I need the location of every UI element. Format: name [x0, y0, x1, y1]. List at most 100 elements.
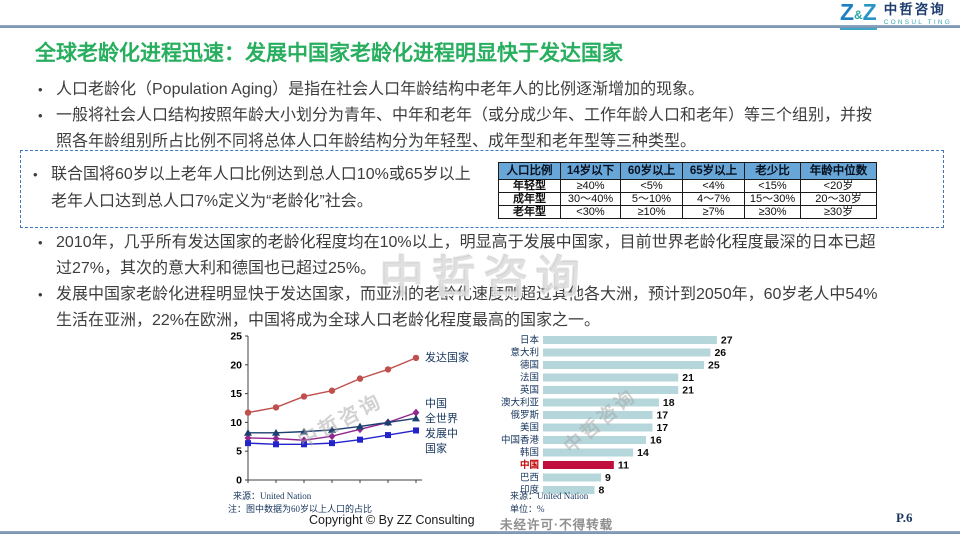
age-structure-table: 人口比例 14岁以下 60岁以上 65岁以上 老少比 年龄中位数 年轻型 ≥40% <5% <4… [498, 162, 877, 219]
bullet-dot [38, 230, 56, 282]
page-number: P.6 [896, 510, 913, 525]
age-table-cell: 20～30岁 [800, 192, 877, 206]
bullet-definition: 人口老龄化（Population Aging）是指在社会人口年龄结构中老年人的比… [38, 77, 883, 103]
logo-company-name-en: CONSUL TING [883, 18, 952, 26]
bullet-text: 发展中国家老龄化进程明显快于发达国家，而亚洲的老龄化速度则超过其他各大洲，预计到… [56, 286, 878, 329]
svg-text:11: 11 [618, 460, 629, 472]
svg-text:澳大利亚: 澳大利亚 [501, 397, 540, 409]
bar-row-0: 日本 27 [520, 334, 733, 347]
bullet-dot [38, 282, 56, 334]
age-table-cell: 5～10% [620, 192, 683, 206]
svg-text:25: 25 [230, 331, 242, 343]
svg-text:巴西: 巴西 [520, 473, 539, 484]
logo-wordmark: 中哲咨询 CONSUL TING [883, 1, 952, 28]
bullet-dot [33, 161, 51, 215]
age-table-header: 60岁以上 [620, 162, 683, 180]
age-table-row: 老年型 <30% ≥10% ≥7% ≥30% ≥30岁 [498, 205, 877, 219]
svg-text:意大利: 意大利 [510, 347, 539, 359]
bar-row-10: 中国 11 [520, 459, 629, 472]
age-table-cell: <20岁 [800, 179, 877, 193]
bar-chart-source: 来源：United Nation [510, 491, 589, 501]
svg-text:印度: 印度 [520, 484, 540, 496]
age-table-header: 年龄中位数 [800, 162, 877, 180]
logo-ampersand: & [854, 8, 863, 22]
age-table-header: 人口比例 [498, 162, 561, 180]
bullet-text: 2010年，几乎所有发达国家的老龄化程度均在10%以上，明显高于发展中国家，目前… [56, 234, 876, 277]
svg-text:17: 17 [656, 410, 668, 422]
age-table-header: 14岁以下 [560, 162, 621, 180]
line-chart-source: 来源：United Nation [233, 491, 312, 501]
bullet-dot [38, 77, 56, 103]
bullet-un-definition: 联合国将60岁以上老年人口比例达到总人口10%或65岁以上老年人口达到总人口7%… [33, 161, 473, 215]
age-table-header: 65岁以上 [682, 162, 745, 180]
svg-text:5: 5 [236, 446, 242, 458]
bullet-text: 一般将社会人口结构按照年龄大小划分为青年、中年和老年（或分成少年、工作年龄人口和… [56, 107, 873, 150]
line-series-2 [244, 414, 420, 436]
svg-text:26: 26 [714, 347, 726, 359]
age-table-cell: ≥30% [744, 205, 801, 219]
svg-text:德国: 德国 [520, 359, 539, 371]
page-title: 全球老龄化进程迅速：发展中国家老龄化进程明显快于发达国家 [35, 42, 623, 65]
age-table-cell: <30% [560, 205, 621, 219]
svg-text:法国: 法国 [520, 372, 539, 384]
line-legend-label: 全世界 [425, 411, 458, 425]
aging-trend-line-chart: 0 5 10 15 20 25 发达国家 中国 全世界 发展中国家 [225, 328, 483, 514]
bar-row-7: 美国 17 [520, 422, 668, 435]
svg-text:25: 25 [708, 360, 720, 372]
age-table-cell: <15% [744, 179, 801, 193]
bar-row-8: 中国香港 16 [501, 434, 662, 447]
age-table-cell: ≥40% [560, 179, 621, 193]
age-table-cell: ≥7% [682, 205, 745, 219]
bar-row-5: 澳大利亚 18 [501, 397, 675, 410]
svg-text:10: 10 [230, 417, 242, 429]
footer-rule [0, 531, 960, 534]
line-chart-note: 注：图中数据为60岁以上人口的占比 [228, 504, 373, 514]
age-table-cell: <5% [620, 179, 683, 193]
age-table-row-label: 老年型 [498, 205, 561, 219]
svg-text:中国香港: 中国香港 [501, 434, 540, 446]
bar-row-3: 法国 21 [520, 372, 694, 385]
bar-row-6: 俄罗斯 17 [510, 409, 668, 422]
age-table-row-label: 年轻型 [498, 179, 561, 193]
bullet-text: 联合国将60岁以上老年人口比例达到总人口10%或65岁以上老年人口达到总人口7%… [51, 166, 471, 210]
bullet-age-groups: 一般将社会人口结构按照年龄大小划分为青年、中年和老年（或分成少年、工作年龄人口和… [38, 103, 883, 155]
line-legend-label: 发达国家 [425, 350, 469, 364]
aging-by-country-bar-chart: 日本 27 意大利 26 德国 25 法国 21 英国 21 澳大利亚 18 俄罗斯 17 美国 17 中国香港… [493, 330, 761, 497]
logo-z-right: Z [862, 0, 877, 25]
svg-text:俄罗斯: 俄罗斯 [510, 409, 539, 421]
line-legend-label: 发展中国家 [425, 426, 458, 455]
svg-text:9: 9 [605, 472, 611, 484]
age-table-row-label: 成年型 [498, 192, 561, 206]
bullet-developing-speed: 发展中国家老龄化进程明显快于发达国家，而亚洲的老龄化速度则超过其他各大洲，预计到… [38, 282, 883, 334]
svg-text:18: 18 [663, 397, 675, 409]
bar-chart-unit: 单位：% [510, 504, 545, 514]
svg-text:韩国: 韩国 [520, 447, 539, 459]
bar-row-1: 意大利 26 [510, 347, 726, 360]
age-table-cell: ≥10% [620, 205, 683, 219]
svg-text:27: 27 [721, 335, 733, 347]
age-table-cell: 30～40% [560, 192, 621, 206]
copyright-text: Copyright © By ZZ Consulting [309, 513, 475, 527]
svg-text:日本: 日本 [520, 334, 540, 346]
svg-text:17: 17 [656, 422, 668, 434]
bullet-text: 人口老龄化（Population Aging）是指在社会人口年龄结构中老年人的比… [56, 81, 705, 98]
logo-company-name-cn: 中哲咨询 [883, 1, 946, 17]
header-rule [0, 25, 960, 28]
svg-text:中国: 中国 [520, 459, 539, 471]
svg-text:英国: 英国 [520, 384, 539, 396]
svg-text:14: 14 [637, 447, 649, 459]
bullet-dot [38, 103, 56, 155]
age-table-row: 成年型 30～40% 5～10% 4～7% 15～30% 20～30岁 [498, 192, 877, 206]
age-table-cell: ≥30岁 [800, 205, 877, 219]
line-legend-label: 中国 [425, 397, 447, 410]
logo-z-left: Z [839, 0, 854, 25]
bar-row-12: 印度 8 [520, 484, 605, 497]
line-series-3 [245, 427, 419, 448]
bullet-developed-2010: 2010年，几乎所有发达国家的老龄化程度均在10%以上，明显高于发展中国家，目前… [38, 230, 883, 282]
bar-row-2: 德国 25 [520, 359, 720, 372]
age-table-cell: 4～7% [682, 192, 745, 206]
svg-text:16: 16 [650, 435, 662, 447]
